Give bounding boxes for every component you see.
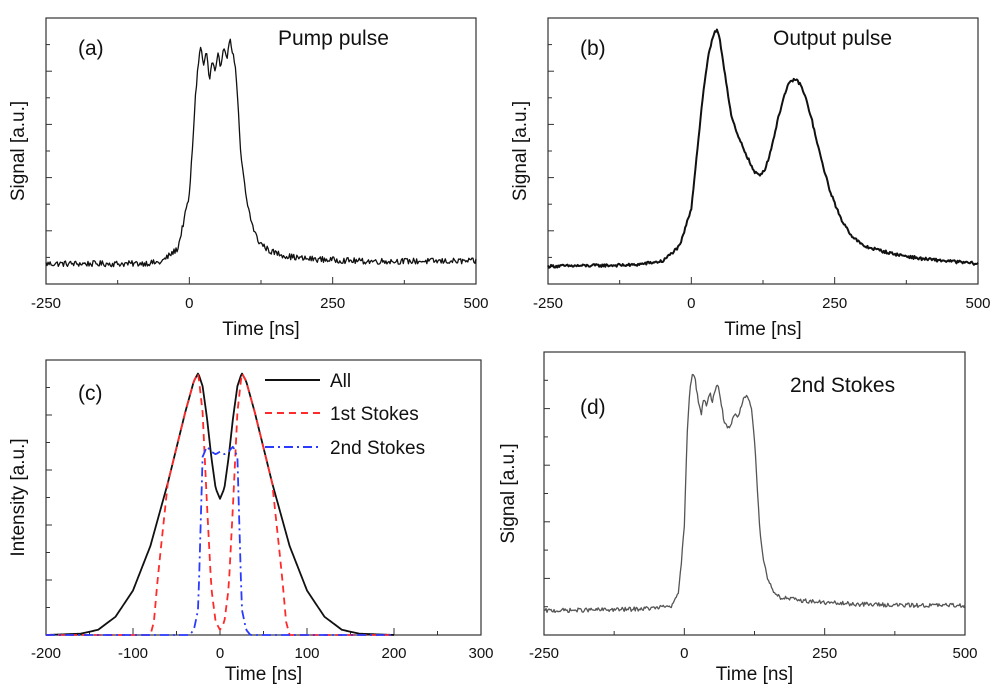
traces-b [547, 28, 979, 269]
x-tick-label: 250 [822, 295, 847, 312]
x-tick-label: 0 [216, 645, 224, 662]
x-tick-label: -250 [529, 645, 559, 662]
annotation-output-pulse: Output pulse [773, 27, 892, 50]
traces-d [543, 373, 966, 614]
x-tick-label: 500 [965, 295, 990, 312]
y-axis-label-a: Signal [a.u.] [8, 101, 29, 201]
ticks-d [543, 379, 966, 635]
ticks-b [547, 44, 979, 284]
x-tick-label: 0 [687, 295, 695, 312]
xtick-labels-d: -250 0 250 500 [529, 645, 978, 662]
plot-frame-b [547, 17, 979, 285]
annotation-2nd-stokes: 2nd Stokes [790, 374, 895, 397]
legend-c: All 1st Stokes 2nd Stokes [265, 371, 425, 459]
ticks-c [45, 387, 482, 635]
x-tick-label: 500 [952, 645, 977, 662]
x-axis-label-d: Time [ns] [716, 664, 793, 685]
panel-a: -250 0 250 500 (a) Pump pulse Time [ns] Sig… [8, 17, 489, 340]
x-tick-label: 500 [463, 295, 488, 312]
x-tick-label: -200 [31, 645, 61, 662]
x-tick-label: 250 [320, 295, 345, 312]
legend-label-2nd-stokes: 2nd Stokes [330, 438, 425, 459]
panel-b: -250 0 250 500 (b) Output pulse Time [ns] S… [510, 17, 991, 340]
series-line-d [543, 373, 966, 614]
legend-label-all: All [330, 371, 351, 392]
y-axis-label-b: Signal [a.u.] [510, 101, 531, 201]
series-line-b [547, 28, 979, 269]
series-line-a [45, 38, 477, 268]
x-tick-label: -250 [31, 295, 61, 312]
xtick-labels-b: -250 0 250 500 [533, 295, 991, 312]
x-axis-label-c: Time [ns] [225, 664, 302, 685]
xtick-labels-a: -250 0 250 500 [31, 295, 489, 312]
traces-a [45, 38, 477, 268]
x-tick-label: -250 [533, 295, 563, 312]
xtick-labels-c: -200 -100 0 100 200 300 [31, 645, 494, 662]
ticks-a [45, 44, 477, 284]
x-tick-label: 0 [680, 645, 688, 662]
x-axis-label-a: Time [ns] [222, 319, 299, 340]
series-line-1st-stokes [46, 372, 394, 636]
panel-tag-a: (a) [78, 37, 104, 60]
plot-frame-d [543, 351, 966, 636]
plot-frame-c [45, 359, 482, 636]
series-line-all [45, 372, 395, 636]
plot-frame-a [45, 17, 477, 285]
panel-d: -250 0 250 500 (d) 2nd Stokes Time [ns] Sig… [498, 351, 978, 685]
x-tick-label: 0 [185, 295, 193, 312]
x-tick-label: 100 [294, 645, 319, 662]
panel-tag-c: (c) [78, 382, 103, 405]
y-axis-label-c: Intensity [a.u.] [8, 438, 29, 556]
panel-tag-d: (d) [580, 396, 606, 419]
legend-label-1st-stokes: 1st Stokes [330, 404, 419, 425]
series-line-2nd-stokes [46, 445, 394, 636]
panel-tag-b: (b) [580, 37, 606, 60]
traces-c [45, 372, 395, 636]
panel-c: -200 -100 0 100 200 300 (c) Time [ns] Intensi… [8, 359, 494, 685]
x-tick-label: 300 [468, 645, 493, 662]
x-axis-label-b: Time [ns] [724, 319, 801, 340]
x-tick-label: 200 [381, 645, 406, 662]
x-tick-label: -100 [118, 645, 148, 662]
annotation-pump-pulse: Pump pulse [278, 27, 389, 50]
y-axis-label-d: Signal [a.u.] [498, 443, 519, 543]
x-tick-label: 250 [812, 645, 837, 662]
